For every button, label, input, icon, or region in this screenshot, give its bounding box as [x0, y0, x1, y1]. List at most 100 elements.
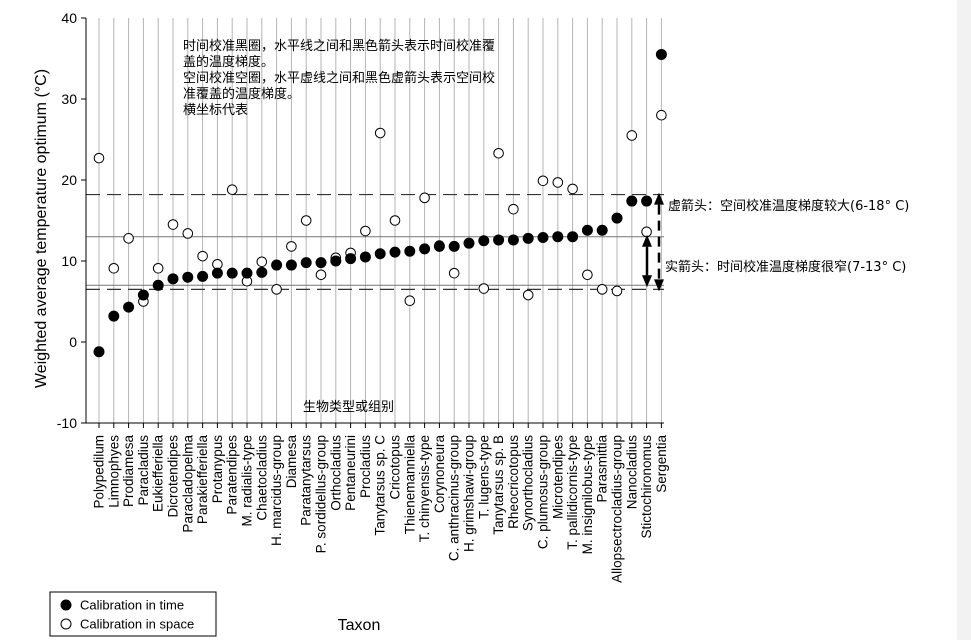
- time-point: [626, 195, 638, 207]
- x-tick-label: Parakiefferiella: [195, 435, 210, 525]
- annotation-note: 时间校准黑圈，水平线之间和黑色箭头表示时间校准覆 盖的温度梯度。 空间校准空圈，…: [183, 38, 909, 415]
- x-tick-label: Allopsectrocladius-group: [610, 435, 625, 583]
- time-point: [507, 234, 519, 246]
- time-point: [93, 346, 105, 358]
- x-tick-label: Tanytarsus sp. C: [373, 435, 388, 536]
- right-edge-strip: [957, 0, 971, 640]
- space-point: [582, 269, 593, 281]
- time-point: [167, 273, 179, 285]
- x-tick-label: Parasmittia: [595, 435, 610, 503]
- space-point: [611, 285, 623, 297]
- space-point: [374, 127, 386, 139]
- x-tick-label: Paratanytarsus: [299, 435, 314, 526]
- x-tick-label: H. grimshawi-group: [462, 435, 477, 552]
- x-tick-label: T. pallidicornis-type: [565, 435, 580, 550]
- space-point: [226, 184, 238, 196]
- note-line-4: 准覆盖的温度梯度。: [183, 86, 300, 102]
- time-point: [256, 266, 268, 278]
- time-point: [123, 301, 135, 313]
- space-point: [656, 109, 667, 121]
- time-point: [433, 240, 445, 252]
- y-axis-ticks: -10 0 10 20 30 40: [57, 10, 86, 431]
- y-tick-label: 10: [61, 253, 77, 269]
- note-bottom-label: 生物类型或组别: [303, 400, 394, 415]
- time-point: [389, 246, 401, 258]
- x-tick-label: Orthocladius: [328, 435, 343, 511]
- time-point: [359, 251, 371, 263]
- time-point: [522, 232, 534, 244]
- note-line-2: 盖的温度梯度。: [183, 54, 274, 70]
- time-point: [655, 48, 667, 60]
- x-tick-label: Eukiefferiella: [151, 435, 166, 513]
- space-point: [315, 269, 327, 281]
- x-tick-label: Nanocladius: [624, 435, 639, 510]
- gradient-arrows: [642, 192, 664, 292]
- time-point: [137, 289, 149, 301]
- space-point: [360, 225, 371, 237]
- time-point: [182, 271, 194, 283]
- space-point: [404, 295, 416, 306]
- x-tick-label: Dicrotendipes: [166, 435, 181, 518]
- note-line-1: 时间校准黑圈，水平线之间和黑色箭头表示时间校准覆: [183, 38, 495, 54]
- space-arrow-head-up: [654, 192, 664, 205]
- time-arrow-head-down: [642, 275, 652, 288]
- time-point: [448, 240, 460, 252]
- time-point: [330, 255, 342, 267]
- space-point: [641, 226, 652, 238]
- time-point: [226, 267, 238, 279]
- x-tick-label: Chaetocladius: [254, 435, 269, 521]
- x-tick-label: Prodiamesa: [121, 435, 136, 508]
- y-tick-label: 40: [61, 10, 77, 26]
- space-point: [567, 183, 578, 195]
- y-tick-label: -10: [57, 415, 77, 431]
- space-point: [300, 215, 312, 226]
- x-tick-label: Limnophyes: [106, 435, 121, 508]
- x-tick-label: Microtendipes: [550, 435, 565, 519]
- x-tick-label: C. plumosus-group: [536, 435, 551, 549]
- space-point: [522, 289, 534, 301]
- x-tick-label: Paracladopelma: [180, 435, 195, 533]
- time-point: [463, 237, 475, 249]
- space-point: [596, 284, 608, 295]
- time-point: [345, 253, 357, 265]
- space-point: [182, 228, 194, 239]
- x-tick-label: M. insignilobus-type: [580, 435, 595, 554]
- legend-label-space: Calibration in space: [80, 617, 194, 632]
- time-point: [197, 270, 209, 282]
- time-point: [404, 245, 416, 257]
- time-point: [581, 224, 593, 236]
- legend-filled-marker: [60, 599, 72, 611]
- space-point: [419, 192, 430, 204]
- legend-open-marker: [60, 618, 72, 630]
- space-point: [389, 215, 401, 226]
- space-point: [123, 233, 134, 244]
- x-tick-label: Pentaneurini: [343, 435, 358, 511]
- space-point: [197, 250, 208, 262]
- x-tick-label: H. marcidus-group: [269, 435, 284, 546]
- time-point: [596, 224, 608, 236]
- space-point: [167, 219, 179, 230]
- x-tick-label: Protanypus: [210, 435, 225, 504]
- space-arrow-head-down: [654, 279, 664, 292]
- x-tick-label: Procladius: [358, 435, 373, 498]
- x-tick-label: Synorthocladius: [521, 435, 536, 531]
- space-point: [552, 177, 564, 188]
- space-point: [152, 262, 164, 274]
- note-line-5: 横坐标代表: [183, 103, 248, 118]
- time-point: [478, 235, 490, 247]
- solid-arrow-label: 实箭头：时间校准温度梯度很窄(7-13° C): [665, 259, 906, 275]
- x-tick-label: T. chinyensis-type: [417, 435, 432, 542]
- x-tick-label: Polypedilum: [92, 435, 107, 509]
- y-axis-title: Weighted average temperature optimum (°C…: [33, 69, 50, 388]
- y-tick-label: 30: [61, 91, 77, 107]
- space-point: [286, 241, 297, 252]
- time-point: [315, 257, 327, 269]
- space-point: [256, 256, 268, 268]
- x-tick-label: Thienemanniella: [402, 435, 417, 535]
- time-point: [537, 232, 549, 244]
- x-tick-label: Sergentia: [654, 435, 669, 493]
- time-point: [241, 267, 253, 279]
- x-tick-label: Corynoneura: [432, 435, 447, 514]
- note-line-3: 空间校准空圈，水平虚线之间和黑色虚箭头表示空间校: [183, 70, 495, 86]
